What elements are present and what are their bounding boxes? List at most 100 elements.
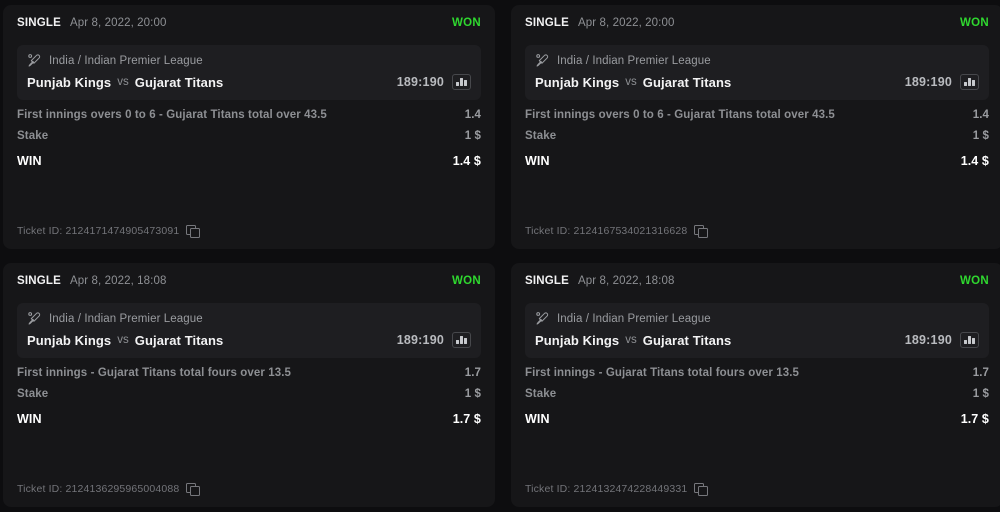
stake-value: 1 $ (464, 388, 481, 400)
score-wrap: 189:190 (397, 332, 471, 348)
win-value: 1.4 $ (452, 154, 481, 168)
stake-label: Stake (17, 130, 49, 142)
bet-date-label: Apr 8, 2022, 18:08 (70, 275, 167, 287)
away-team-name: Gujarat Titans (642, 332, 732, 348)
cricket-bat-icon (535, 311, 550, 326)
cricket-bat-icon (27, 311, 42, 326)
bet-type-label: SINGLE (17, 275, 62, 287)
win-row: WIN 1.4 $ (17, 154, 481, 178)
status-badge: WON (451, 17, 481, 29)
league-name: India / Indian Premier League (49, 54, 203, 67)
selection-label: First innings overs 0 to 6 - Gujarat Tit… (17, 109, 327, 121)
ticket-header: SINGLE Apr 8, 2022, 20:00 WON (525, 17, 989, 37)
copy-icon[interactable] (694, 482, 708, 496)
stake-label: Stake (525, 388, 557, 400)
win-row: WIN 1.4 $ (525, 154, 989, 178)
home-team-name: Punjab Kings (27, 332, 112, 348)
home-team-name: Punjab Kings (535, 332, 620, 348)
league-name: India / Indian Premier League (557, 312, 711, 325)
league-row: India / Indian Premier League (27, 310, 471, 327)
vs-label: vs (625, 334, 637, 346)
bar-chart-icon[interactable] (960, 332, 979, 348)
copy-icon[interactable] (694, 224, 708, 238)
win-row: WIN 1.7 $ (525, 412, 989, 436)
stake-row: Stake 1 $ (17, 388, 481, 409)
teams-row: Punjab Kings vs Gujarat Titans 189:190 (27, 330, 471, 350)
win-value: 1.7 $ (452, 412, 481, 426)
ticket-id-text: Ticket ID: 2124171474905473091 (17, 225, 180, 237)
selection-odds: 1.4 (464, 109, 481, 121)
league-name: India / Indian Premier League (557, 54, 711, 67)
copy-icon[interactable] (186, 482, 200, 496)
stake-label: Stake (525, 130, 557, 142)
bet-date-label: Apr 8, 2022, 20:00 (578, 17, 675, 29)
away-team-name: Gujarat Titans (134, 332, 224, 348)
ticket-footer: Ticket ID: 2124136295965004088 (17, 481, 481, 497)
bet-ticket-card-4[interactable]: SINGLE Apr 8, 2022, 18:08 WON India / In… (511, 263, 1000, 507)
league-row: India / Indian Premier League (535, 52, 979, 69)
cricket-bat-icon (27, 53, 42, 68)
stake-value: 1 $ (972, 130, 989, 142)
match-info-panel[interactable]: India / Indian Premier League Punjab Kin… (525, 45, 989, 100)
ticket-id-text: Ticket ID: 2124132474228449331 (525, 483, 688, 495)
league-name: India / Indian Premier League (49, 312, 203, 325)
ticket-id-text: Ticket ID: 2124136295965004088 (17, 483, 180, 495)
stake-value: 1 $ (464, 130, 481, 142)
ticket-footer: Ticket ID: 2124171474905473091 (17, 223, 481, 239)
selection-odds: 1.7 (972, 367, 989, 379)
selection-label: First innings - Gujarat Titans total fou… (17, 367, 292, 379)
status-badge: WON (451, 275, 481, 287)
bet-type-label: SINGLE (525, 275, 570, 287)
selection-row: First innings - Gujarat Titans total fou… (17, 367, 481, 388)
match-score: 189:190 (904, 75, 952, 89)
stake-label: Stake (17, 388, 49, 400)
vs-label: vs (625, 76, 637, 88)
copy-icon[interactable] (186, 224, 200, 238)
win-label: WIN (525, 154, 550, 168)
bet-detail-rows: First innings - Gujarat Titans total fou… (525, 358, 989, 436)
cricket-bat-icon (535, 53, 550, 68)
match-info-panel[interactable]: India / Indian Premier League Punjab Kin… (17, 303, 481, 358)
stake-row: Stake 1 $ (17, 130, 481, 151)
teams-row: Punjab Kings vs Gujarat Titans 189:190 (27, 72, 471, 92)
selection-row: First innings - Gujarat Titans total fou… (525, 367, 989, 388)
win-row: WIN 1.7 $ (17, 412, 481, 436)
bet-ticket-card-1[interactable]: SINGLE Apr 8, 2022, 20:00 WON India / In… (3, 5, 495, 249)
ticket-footer: Ticket ID: 2124167534021316628 (525, 223, 989, 239)
ticket-header: SINGLE Apr 8, 2022, 18:08 WON (525, 275, 989, 295)
bar-chart-icon[interactable] (452, 332, 471, 348)
bar-chart-icon[interactable] (960, 74, 979, 90)
score-wrap: 189:190 (397, 74, 471, 90)
teams-row: Punjab Kings vs Gujarat Titans 189:190 (535, 72, 979, 92)
selection-row: First innings overs 0 to 6 - Gujarat Tit… (17, 109, 481, 130)
stake-row: Stake 1 $ (525, 130, 989, 151)
teams-row: Punjab Kings vs Gujarat Titans 189:190 (535, 330, 979, 350)
match-info-panel[interactable]: India / Indian Premier League Punjab Kin… (17, 45, 481, 100)
match-score: 189:190 (904, 333, 952, 347)
win-value: 1.7 $ (960, 412, 989, 426)
match-info-panel[interactable]: India / Indian Premier League Punjab Kin… (525, 303, 989, 358)
selection-label: First innings - Gujarat Titans total fou… (525, 367, 800, 379)
selection-odds: 1.4 (972, 109, 989, 121)
selection-odds: 1.7 (464, 367, 481, 379)
match-score: 189:190 (396, 75, 444, 89)
bet-ticket-card-2[interactable]: SINGLE Apr 8, 2022, 20:00 WON India / In… (511, 5, 1000, 249)
vs-label: vs (117, 334, 129, 346)
status-badge: WON (959, 275, 989, 287)
ticket-header: SINGLE Apr 8, 2022, 20:00 WON (17, 17, 481, 37)
away-team-name: Gujarat Titans (134, 74, 224, 90)
bet-ticket-card-3[interactable]: SINGLE Apr 8, 2022, 18:08 WON India / In… (3, 263, 495, 507)
vs-label: vs (117, 76, 129, 88)
win-label: WIN (17, 154, 42, 168)
ticket-header: SINGLE Apr 8, 2022, 18:08 WON (17, 275, 481, 295)
bar-chart-icon[interactable] (452, 74, 471, 90)
ticket-id-text: Ticket ID: 2124167534021316628 (525, 225, 688, 237)
bet-type-label: SINGLE (525, 17, 570, 29)
win-label: WIN (525, 412, 550, 426)
win-label: WIN (17, 412, 42, 426)
bet-date-label: Apr 8, 2022, 18:08 (578, 275, 675, 287)
win-value: 1.4 $ (960, 154, 989, 168)
league-row: India / Indian Premier League (535, 310, 979, 327)
ticket-footer: Ticket ID: 2124132474228449331 (525, 481, 989, 497)
score-wrap: 189:190 (905, 332, 979, 348)
